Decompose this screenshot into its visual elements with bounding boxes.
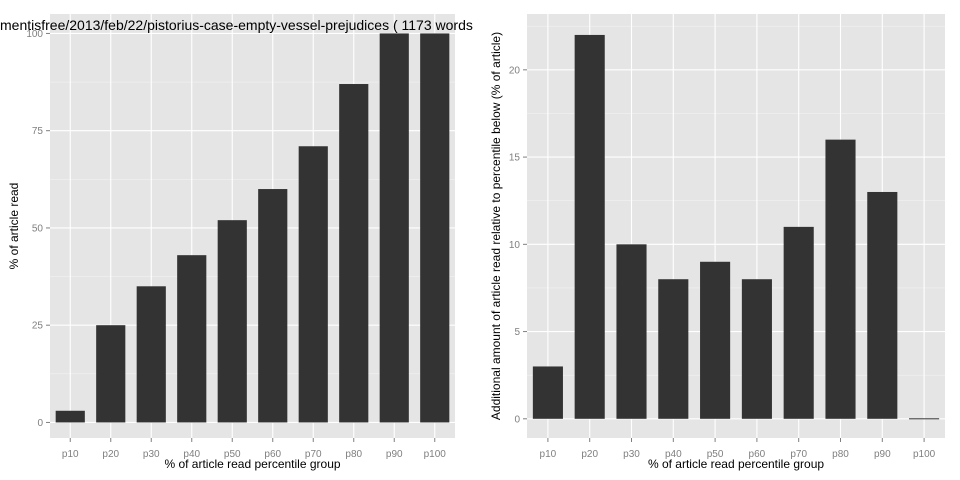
x-tick-label: p20 — [102, 449, 119, 460]
x-tick-label: p40 — [665, 449, 682, 460]
bar — [96, 325, 126, 423]
bar — [867, 191, 898, 419]
bar — [574, 34, 605, 419]
x-tick-label: p80 — [832, 449, 849, 460]
bar — [379, 33, 409, 423]
bar — [616, 244, 647, 419]
bar — [783, 226, 814, 419]
bar — [909, 418, 940, 420]
x-tick-label: p30 — [623, 449, 640, 460]
x-tick-label: p80 — [345, 449, 362, 460]
bar — [532, 366, 563, 419]
x-tick-label: p100 — [913, 449, 936, 460]
x-tick-label: p90 — [874, 449, 891, 460]
x-tick-label: p10 — [62, 449, 79, 460]
y-tick-label: 15 — [509, 153, 521, 164]
bar — [700, 261, 731, 419]
y-tick-label: 75 — [32, 126, 44, 137]
x-tick-label: p60 — [749, 449, 766, 460]
bar — [298, 146, 328, 423]
bar — [55, 410, 85, 423]
x-tick-label: p70 — [790, 449, 807, 460]
y-tick-label: 100 — [26, 29, 43, 40]
bar — [217, 220, 247, 423]
x-tick-label: p20 — [581, 449, 598, 460]
x-tick-label: p40 — [183, 449, 200, 460]
x-tick-label: p100 — [424, 449, 447, 460]
y-tick-label: 10 — [509, 240, 521, 251]
x-tick-label: p50 — [707, 449, 724, 460]
y-tick-label: 5 — [514, 327, 520, 338]
x-axis-title: % of article read percentile group — [164, 457, 340, 471]
bar — [136, 286, 166, 423]
bar — [420, 33, 450, 423]
x-tick-label: p10 — [540, 449, 557, 460]
x-tick-label: p60 — [264, 449, 281, 460]
bar — [258, 189, 288, 423]
plot-title: mentisfree/2013/feb/22/pistorius-case-em… — [0, 17, 473, 33]
y-tick-label: 20 — [509, 65, 521, 76]
x-tick-label: p30 — [143, 449, 160, 460]
x-axis-title: % of article read percentile group — [648, 457, 824, 471]
chart-right: 0 5 10 15 20 p10 p20 p30 p40 p50 p60 p70 p80 p90 p100%… — [489, 14, 945, 471]
y-axis-title: % of article read — [7, 183, 21, 270]
x-tick-label: p70 — [305, 449, 322, 460]
bar — [825, 139, 856, 419]
chart-left: 0 25 50 75 100 p10 p20 p30 p40 p50 p60 p70 p80 p90 p10… — [0, 14, 473, 471]
bar — [339, 84, 369, 423]
x-tick-label: p50 — [224, 449, 241, 460]
y-tick-label: 0 — [37, 418, 43, 429]
bar — [741, 279, 772, 419]
y-tick-label: 25 — [32, 321, 44, 332]
y-axis-title: Additional amount of article read relati… — [489, 32, 503, 420]
bar — [658, 279, 689, 419]
y-tick-label: 0 — [514, 414, 520, 425]
x-tick-label: p90 — [386, 449, 403, 460]
bar — [177, 255, 207, 423]
y-tick-label: 50 — [32, 223, 44, 234]
